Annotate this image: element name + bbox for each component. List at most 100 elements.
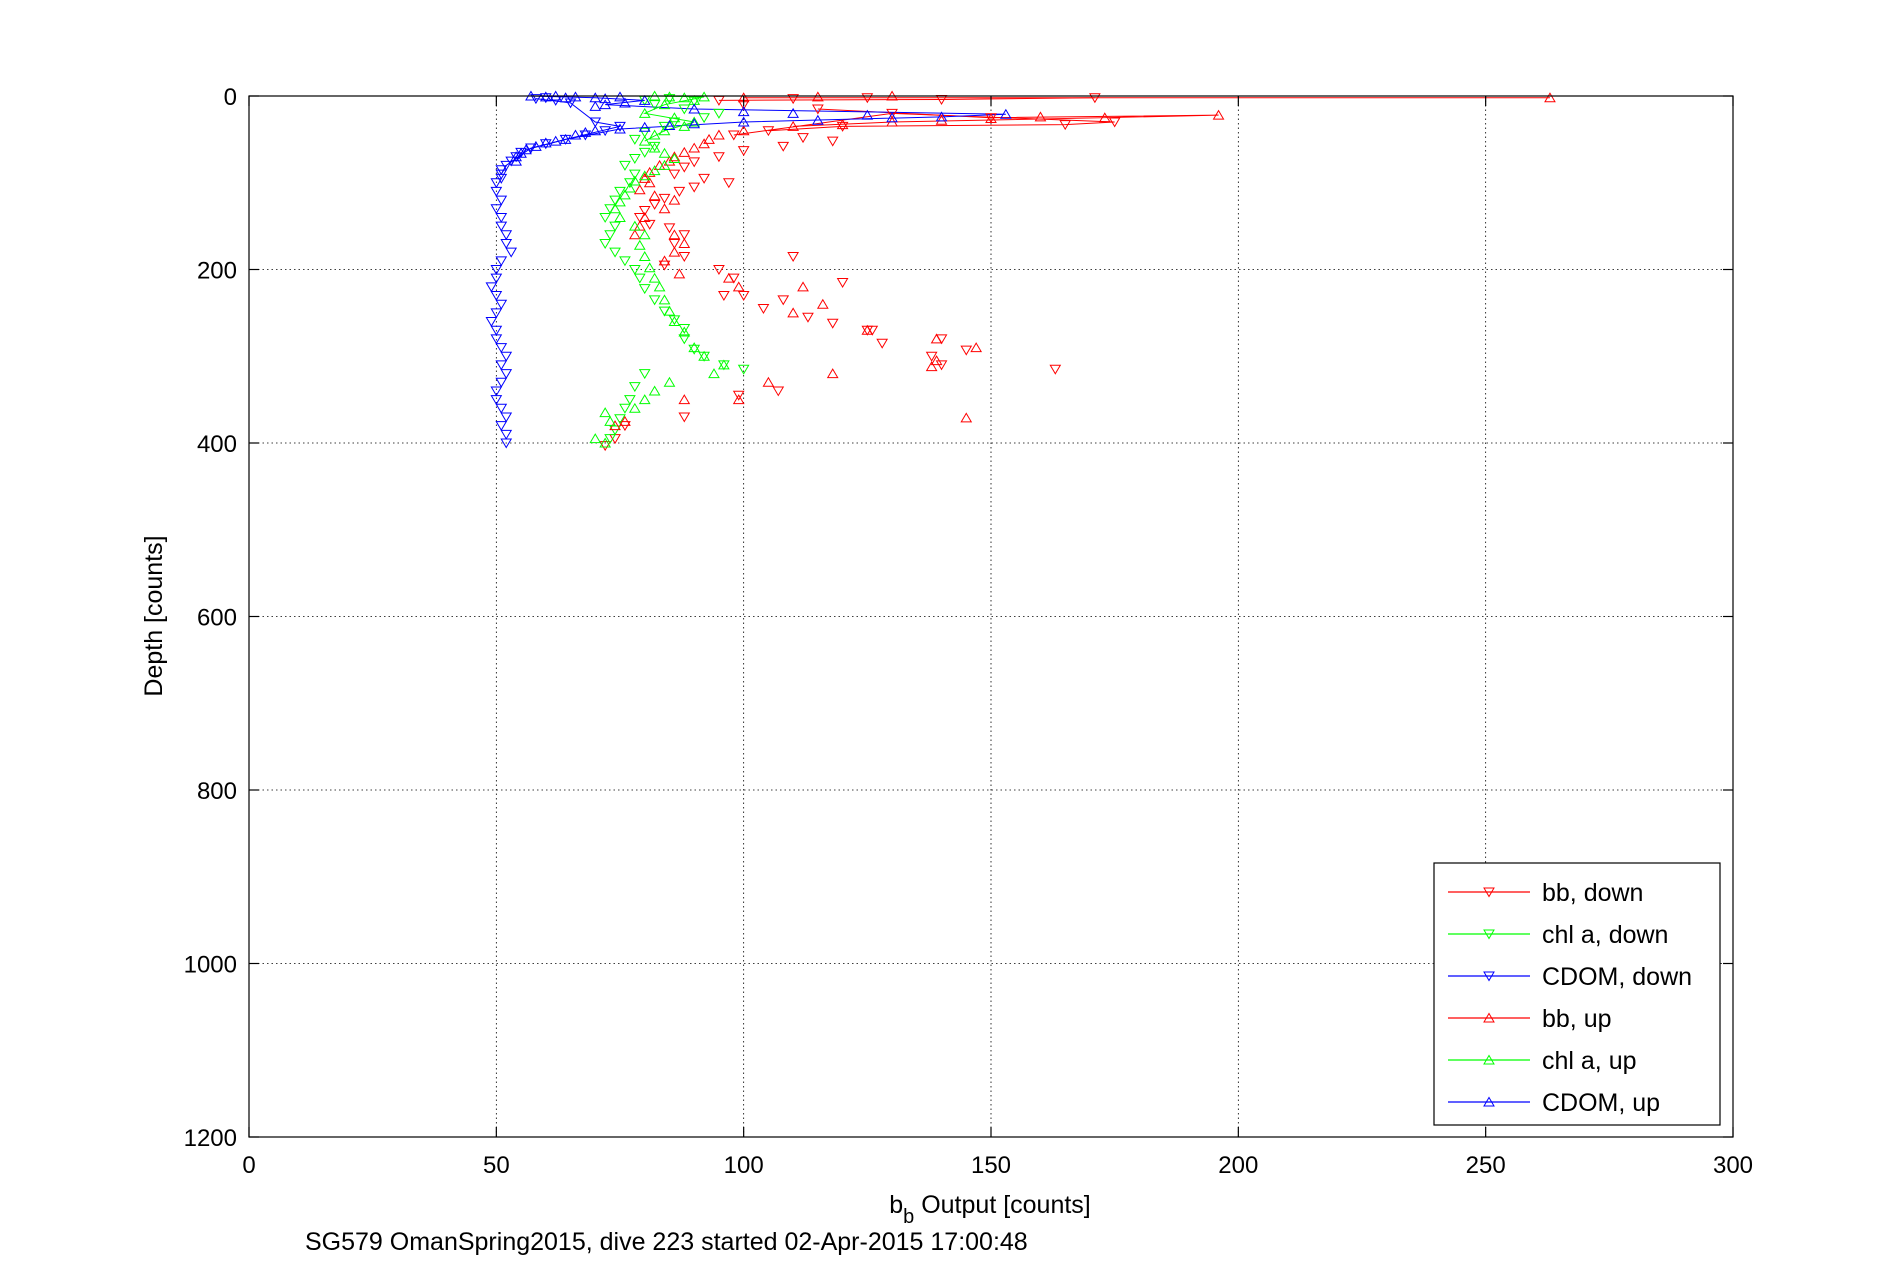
point-bb-down	[762, 126, 775, 137]
point-cdom-down	[599, 126, 612, 137]
point-cdom-up	[589, 125, 602, 136]
point-bb-up	[658, 203, 671, 214]
point-bb-down	[1089, 93, 1101, 104]
point-bb-down	[925, 351, 938, 362]
point-bb-down	[960, 345, 973, 356]
point-bb-down	[1108, 117, 1121, 128]
x-tick-label: 100	[724, 1152, 764, 1179]
point-chl-a-up	[708, 368, 720, 379]
point-bb-up	[816, 298, 829, 309]
legend-marker-bb-down	[1483, 887, 1495, 898]
point-chl-a-down	[628, 265, 641, 275]
point-cdom-down	[500, 438, 513, 449]
point-bb-down	[678, 251, 691, 262]
point-chl-a-up	[648, 165, 661, 176]
point-cdom-up	[886, 112, 898, 123]
point-bb-up	[1544, 92, 1556, 103]
point-chl-a-down	[609, 195, 621, 206]
point-cdom-down	[490, 386, 503, 397]
point-bb-down	[668, 169, 681, 180]
point-chl-a-up	[678, 92, 691, 103]
point-chl-a-down	[663, 94, 676, 105]
x-tick-label: 200	[1218, 1152, 1258, 1179]
point-cdom-down	[500, 238, 513, 249]
point-chl-a-down	[638, 127, 651, 138]
point-cdom-down	[495, 221, 508, 232]
point-bb-down	[826, 318, 839, 329]
point-cdom-down	[490, 178, 503, 189]
point-chl-a-down	[609, 221, 621, 232]
point-bb-up	[787, 120, 800, 131]
point-cdom-down	[495, 403, 508, 414]
point-bb-up	[797, 281, 809, 292]
point-bb-down	[718, 291, 730, 302]
point-cdom-down	[490, 186, 503, 197]
point-chl-a-down	[633, 273, 646, 284]
point-bb-up	[619, 415, 631, 426]
point-bb-down	[619, 421, 631, 432]
point-cdom-up	[515, 147, 527, 158]
point-chl-a-down	[737, 364, 750, 375]
point-cdom-down	[495, 360, 508, 371]
point-chl-a-down	[624, 395, 636, 406]
point-bb-up	[930, 355, 943, 366]
point-bb-down	[1059, 120, 1072, 131]
point-chl-a-up	[614, 211, 626, 222]
point-bb-down	[826, 136, 839, 147]
point-bb-up	[925, 361, 938, 372]
point-cdom-down	[490, 204, 503, 215]
point-bb-down	[777, 141, 790, 152]
point-chl-a-down	[599, 238, 612, 249]
point-bb-down	[777, 295, 790, 306]
point-bb-down	[802, 312, 814, 323]
point-bb-up	[703, 133, 715, 144]
point-chl-a-up	[658, 125, 671, 136]
point-bb-up	[668, 246, 681, 257]
point-bb-up	[970, 342, 983, 353]
point-bb-up	[722, 272, 735, 283]
point-chl-a-up	[678, 326, 691, 337]
point-bb-up	[643, 166, 656, 177]
point-bb-down	[836, 278, 849, 288]
point-chl-a-down	[638, 147, 651, 158]
point-cdom-down	[490, 325, 503, 336]
point-chl-a-down	[624, 178, 636, 189]
point-chl-a-up	[628, 402, 641, 413]
point-cdom-down	[495, 377, 508, 388]
point-cdom-down	[495, 421, 508, 432]
point-chl-a-down	[609, 425, 621, 436]
point-bb-up	[678, 237, 691, 248]
point-cdom-down	[530, 94, 542, 105]
point-bb-up	[1034, 111, 1047, 122]
point-bb-down	[787, 94, 800, 105]
point-chl-a-up	[638, 107, 651, 118]
point-chl-a-down	[609, 247, 621, 258]
point-chl-a-down	[628, 134, 641, 145]
point-bb-up	[826, 368, 839, 379]
point-bb-down	[722, 178, 735, 189]
point-chl-a-up	[599, 437, 612, 448]
point-cdom-up	[589, 100, 602, 111]
point-chl-a-up	[678, 120, 691, 131]
point-chl-a-down	[648, 100, 661, 111]
point-cdom-down	[579, 130, 592, 141]
point-chl-a-down	[688, 96, 701, 107]
point-bb-up	[678, 394, 691, 405]
point-chl-a-down	[648, 141, 661, 152]
point-bb-up	[960, 412, 973, 423]
point-chl-a-up	[638, 394, 651, 405]
point-cdom-up	[614, 91, 626, 102]
point-cdom-down	[495, 212, 508, 223]
point-chl-a-down	[713, 108, 725, 119]
point-bb-down	[688, 157, 701, 168]
point-cdom-up	[619, 97, 631, 108]
point-chl-a-up	[589, 433, 602, 444]
point-cdom-down	[490, 273, 503, 284]
point-chl-a-up	[638, 135, 651, 146]
point-cdom-up	[579, 126, 592, 137]
point-cdom-up	[638, 94, 651, 105]
point-chl-a-down	[628, 169, 641, 180]
point-chl-a-up	[614, 196, 626, 207]
point-bb-up	[648, 190, 661, 201]
series-lines	[500, 95, 1550, 175]
